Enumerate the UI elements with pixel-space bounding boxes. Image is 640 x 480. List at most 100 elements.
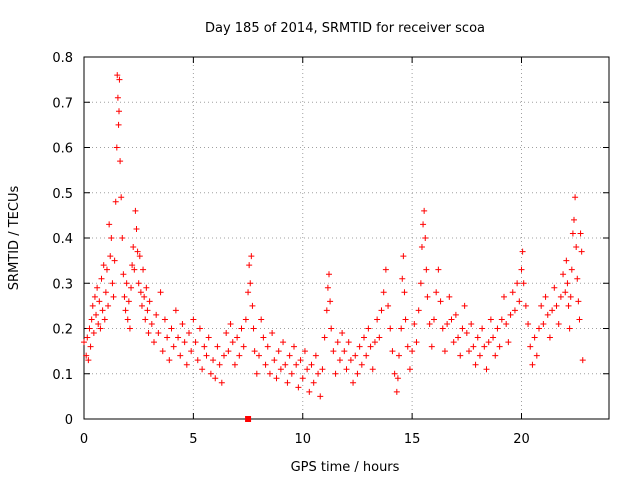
data-point xyxy=(286,352,293,359)
data-point xyxy=(135,280,142,287)
data-point xyxy=(577,230,584,237)
y-tick-label: 0.3 xyxy=(52,277,73,292)
data-point xyxy=(371,339,378,346)
data-point xyxy=(341,348,348,355)
data-point xyxy=(503,320,510,327)
x-tick-label: 5 xyxy=(189,432,197,447)
data-point xyxy=(96,298,103,305)
data-point xyxy=(568,266,575,273)
y-tick-label: 0.5 xyxy=(52,187,73,202)
data-point xyxy=(575,298,582,305)
x-tick-label: 10 xyxy=(294,432,311,447)
data-point xyxy=(168,325,175,332)
data-point xyxy=(394,375,401,382)
data-point xyxy=(266,370,273,377)
data-point xyxy=(201,343,208,350)
data-point xyxy=(99,307,106,314)
data-point xyxy=(420,221,427,228)
data-point xyxy=(181,339,188,346)
data-point xyxy=(275,348,282,355)
data-point xyxy=(579,357,586,364)
data-point xyxy=(319,366,326,373)
data-point xyxy=(498,316,505,323)
data-point xyxy=(114,72,121,79)
data-point xyxy=(132,207,139,214)
data-point xyxy=(363,352,370,359)
data-point xyxy=(398,325,405,332)
data-point xyxy=(205,334,212,341)
data-point xyxy=(538,302,545,309)
data-point xyxy=(273,375,280,382)
data-point xyxy=(387,325,394,332)
data-point xyxy=(97,325,104,332)
data-point xyxy=(125,298,132,305)
data-point xyxy=(94,284,101,291)
data-point xyxy=(218,379,225,386)
data-point xyxy=(317,393,324,400)
data-point xyxy=(549,307,556,314)
data-point xyxy=(391,370,398,377)
data-point xyxy=(85,357,92,364)
data-point xyxy=(531,334,538,341)
data-point xyxy=(511,307,518,314)
data-point xyxy=(100,262,107,269)
data-point xyxy=(250,325,257,332)
data-point xyxy=(91,293,98,300)
data-point xyxy=(527,343,534,350)
data-point xyxy=(336,357,343,364)
data-point xyxy=(326,271,332,278)
data-point xyxy=(144,307,151,314)
data-point xyxy=(404,343,411,350)
data-point xyxy=(459,325,466,332)
data-point xyxy=(121,293,128,300)
data-point xyxy=(83,352,90,359)
data-point xyxy=(157,289,164,296)
data-point xyxy=(288,370,295,377)
data-point xyxy=(422,235,429,241)
data-point xyxy=(81,339,87,346)
data-point xyxy=(170,343,177,350)
data-point xyxy=(576,316,583,323)
data-point xyxy=(264,343,271,350)
data-point xyxy=(563,257,570,264)
x-tick-label: 0 xyxy=(80,432,88,447)
data-point xyxy=(448,316,455,323)
x-tick-labels: 0 5 10 15 20 xyxy=(80,432,530,447)
data-point xyxy=(203,352,210,359)
data-point xyxy=(573,244,580,251)
data-point xyxy=(111,257,118,264)
data-point xyxy=(418,244,425,251)
data-point xyxy=(221,352,227,359)
data-point xyxy=(277,366,284,373)
data-point xyxy=(128,284,135,291)
data-point xyxy=(367,343,374,350)
data-point xyxy=(129,262,136,269)
data-point xyxy=(525,320,532,327)
data-point xyxy=(328,325,335,332)
data-point xyxy=(542,293,549,300)
data-point xyxy=(376,334,383,341)
data-point xyxy=(88,316,95,323)
data-point xyxy=(578,248,585,255)
data-point xyxy=(225,348,232,355)
data-point xyxy=(415,307,422,314)
data-point xyxy=(400,253,407,260)
data-point xyxy=(249,302,256,309)
data-point xyxy=(424,293,431,300)
data-point xyxy=(146,298,153,305)
data-point xyxy=(312,352,319,359)
data-point xyxy=(151,339,157,346)
data-point xyxy=(246,262,253,269)
y-tick-label: 0.2 xyxy=(52,323,73,338)
data-point xyxy=(426,320,433,327)
data-point xyxy=(119,235,126,241)
y-tick-label: 0.8 xyxy=(52,51,73,66)
data-point xyxy=(572,194,579,201)
data-point xyxy=(468,320,475,327)
data-point xyxy=(258,316,265,323)
data-point xyxy=(509,289,516,296)
data-point xyxy=(102,289,109,296)
data-point xyxy=(441,348,448,355)
data-point xyxy=(183,361,190,368)
